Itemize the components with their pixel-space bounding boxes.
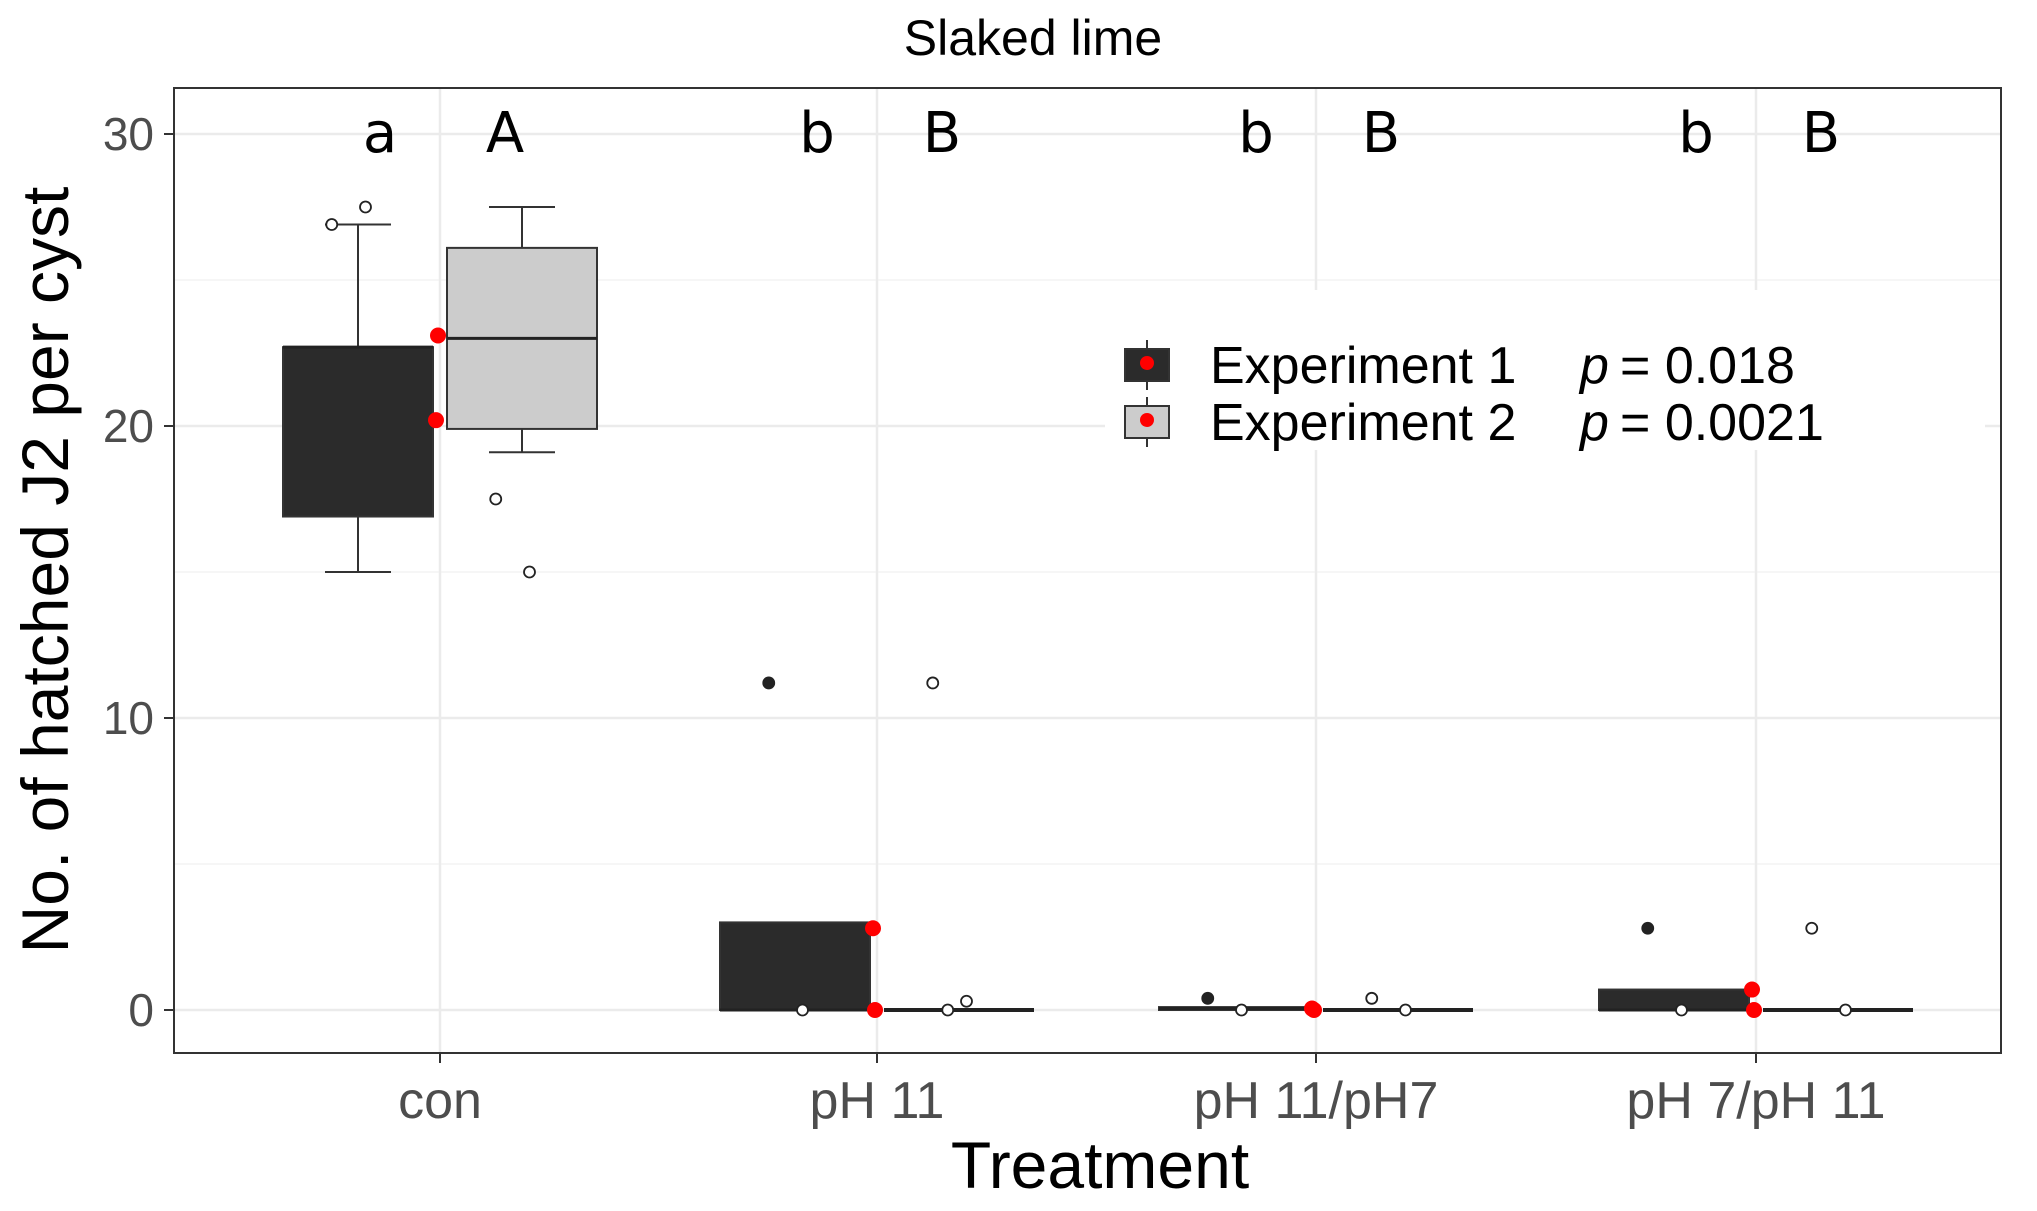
legend-key-box [1124, 348, 1170, 382]
mean-marker [1746, 1002, 1762, 1018]
mean-marker [1306, 1002, 1322, 1018]
y-tick-label: 10 [103, 692, 154, 744]
mean-marker [1744, 981, 1760, 998]
x-tick-label: con [398, 1072, 482, 1130]
significance-letter-exp2: B [1802, 101, 1840, 166]
outlier-point [1201, 991, 1215, 1005]
data-point [926, 676, 940, 690]
box-experiment-1 [719, 921, 871, 1012]
outlier-point [762, 676, 776, 690]
data-point [1675, 1003, 1688, 1017]
data-point [1805, 921, 1819, 935]
legend-background [1105, 290, 1985, 450]
mean-marker [430, 327, 446, 344]
panel-border [173, 87, 2002, 1054]
chart-title: Slaked lime [904, 10, 1162, 66]
legend-p-value: = 0.0021 [1620, 394, 1824, 452]
data-point [941, 1003, 955, 1017]
mean-marker [867, 1002, 883, 1018]
y-axis-title: No. of hatched J2 per cyst [8, 187, 82, 954]
data-point [960, 994, 973, 1008]
legend-layer: Experiment 1 p = 0.018 Experiment 2 p = 0.002… [1105, 290, 1985, 452]
legend-label: Experiment 2 [1210, 394, 1516, 452]
data-point [1365, 991, 1379, 1005]
mean-marker [428, 412, 444, 429]
outlier-point [1641, 921, 1655, 935]
x-tick-label: pH 11 [810, 1072, 945, 1130]
legend-p-value: = 0.018 [1620, 337, 1795, 395]
data-point [359, 200, 372, 214]
x-tick-label: pH 11/pH7 [1194, 1072, 1439, 1130]
data-point [796, 1003, 809, 1017]
mean-marker [865, 920, 881, 937]
axis-layer: 0 10 20 30 con pH 11 pH 11/pH7 pH 7/pH 11 [103, 108, 1886, 1130]
x-tick-label: pH 7/pH 11 [1626, 1072, 1885, 1130]
legend-p-symbol: p [1578, 394, 1609, 452]
data-point [523, 565, 536, 579]
significance-letter-exp1: b [1678, 101, 1714, 166]
significance-letter-exp2: B [923, 101, 961, 166]
grid-layer [174, 88, 2001, 1053]
y-tick-label: 0 [128, 984, 154, 1036]
data-point [1399, 1003, 1412, 1017]
data-point [1839, 1003, 1852, 1017]
data-point [325, 218, 339, 231]
y-tick-label: 20 [103, 400, 154, 452]
significance-letter-exp1: a [363, 101, 397, 166]
significance-letter-exp2: B [1362, 101, 1400, 166]
significance-letter-exp1: b [1238, 101, 1274, 166]
y-tick-label: 30 [103, 108, 154, 160]
box-layer [282, 206, 1913, 1012]
legend-key-mean [1140, 356, 1154, 370]
panel-background [174, 88, 2001, 1053]
box-experiment-1 [282, 346, 434, 518]
legend-key-mean [1140, 413, 1154, 427]
box-experiment-1 [1598, 988, 1750, 1011]
x-axis-title: Treatment [951, 1128, 1249, 1202]
legend-label: Experiment 1 [1210, 337, 1516, 395]
significance-letter-exp2: A [486, 101, 524, 166]
data-point [1235, 1003, 1248, 1017]
data-point [489, 492, 503, 506]
legend-p-symbol: p [1578, 337, 1609, 395]
significance-letter-exp1: b [799, 101, 835, 166]
point-layer [325, 200, 1852, 1018]
